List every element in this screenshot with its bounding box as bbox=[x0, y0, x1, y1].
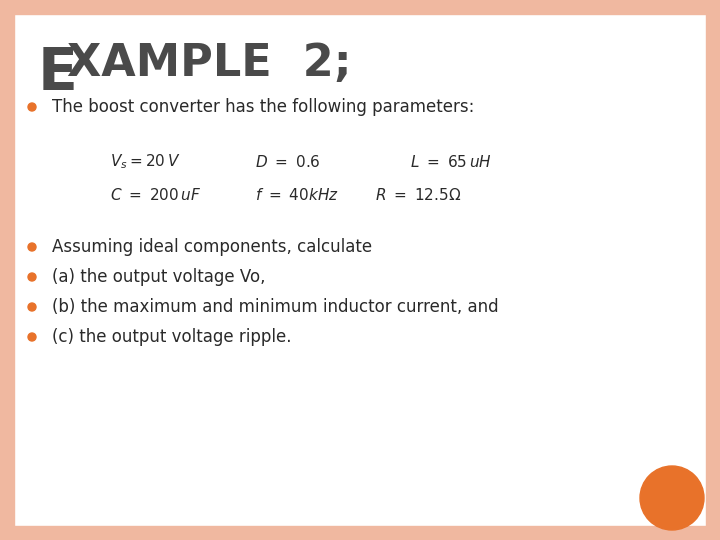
Bar bbox=[706, 0, 720, 540]
Bar bbox=[0, 0, 720, 14]
Text: $f \ = \ 40kHz$: $f \ = \ 40kHz$ bbox=[255, 187, 339, 203]
Circle shape bbox=[28, 103, 36, 111]
Text: Assuming ideal components, calculate: Assuming ideal components, calculate bbox=[52, 238, 372, 256]
Circle shape bbox=[28, 273, 36, 281]
Text: (b) the maximum and minimum inductor current, and: (b) the maximum and minimum inductor cur… bbox=[52, 298, 499, 316]
Bar bbox=[0, 0, 14, 540]
Text: $V_s = 20\,V$: $V_s = 20\,V$ bbox=[110, 153, 180, 171]
Text: E: E bbox=[38, 45, 78, 102]
Text: (c) the output voltage ripple.: (c) the output voltage ripple. bbox=[52, 328, 292, 346]
Bar bbox=[0, 526, 720, 540]
Text: $L \ = \ 65\,uH$: $L \ = \ 65\,uH$ bbox=[410, 154, 492, 170]
Circle shape bbox=[28, 243, 36, 251]
Circle shape bbox=[28, 333, 36, 341]
Text: XAMPLE  2;: XAMPLE 2; bbox=[67, 42, 351, 85]
Circle shape bbox=[28, 303, 36, 311]
Text: (a) the output voltage Vo,: (a) the output voltage Vo, bbox=[52, 268, 266, 286]
Text: $D \ = \ 0.6$: $D \ = \ 0.6$ bbox=[255, 154, 320, 170]
Circle shape bbox=[640, 466, 704, 530]
Text: $R \ = \ 12.5\Omega$: $R \ = \ 12.5\Omega$ bbox=[375, 187, 462, 203]
Text: The boost converter has the following parameters:: The boost converter has the following pa… bbox=[52, 98, 474, 116]
Text: $C \ = \ 200\,uF$: $C \ = \ 200\,uF$ bbox=[110, 187, 202, 203]
